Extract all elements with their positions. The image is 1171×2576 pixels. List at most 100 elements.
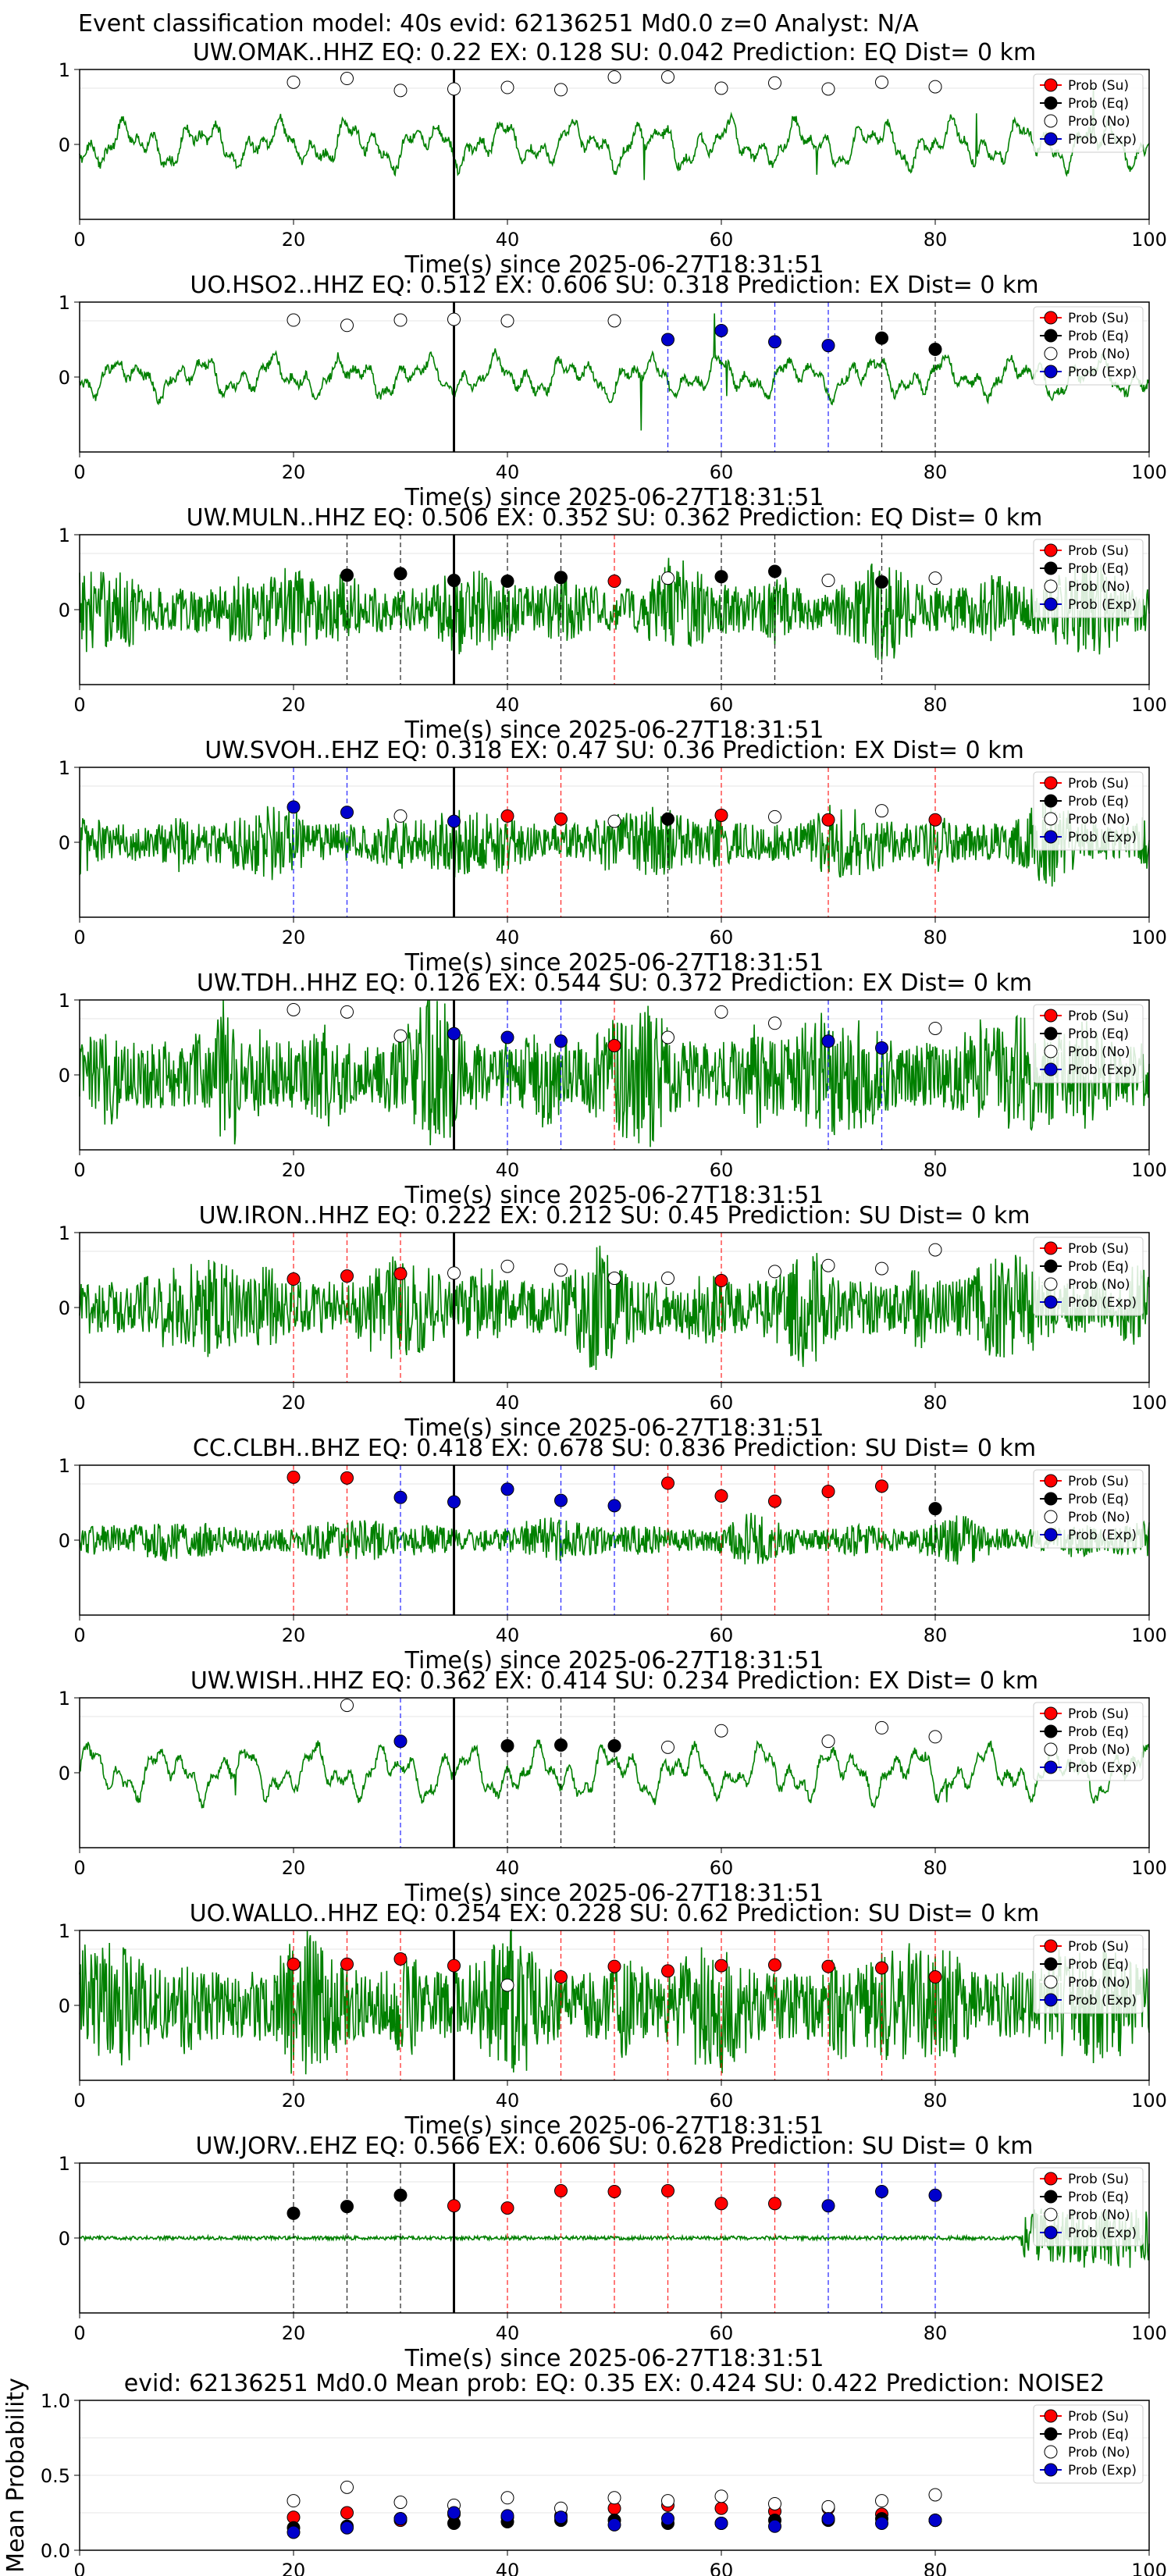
x-tick-label: 60 <box>710 1159 734 1181</box>
waveform-trace <box>79 799 1150 887</box>
legend-marker <box>1044 1277 1058 1291</box>
legend-marker <box>1044 1492 1058 1506</box>
window-prob-point <box>875 2184 888 2198</box>
x-tick-label: 0 <box>73 461 85 483</box>
mean-prob-point <box>287 2494 301 2508</box>
waveform-trace <box>79 313 1150 431</box>
window-prob-point <box>928 1021 942 1035</box>
x-tick-label: 0 <box>73 1392 85 1414</box>
window-prob-point <box>928 813 942 827</box>
window-prob-point <box>393 809 408 823</box>
chart-panel: UW.TDH..HHZ EQ: 0.126 EX: 0.544 SU: 0.37… <box>59 970 1167 1209</box>
x-tick-label: 100 <box>1131 229 1167 251</box>
window-prob-point <box>928 342 942 356</box>
legend-marker <box>1044 114 1058 128</box>
window-prob-point <box>607 70 621 84</box>
y-tick-label: 1 <box>59 990 70 1012</box>
x-tick-label: 0 <box>73 1624 85 1646</box>
window-prob-point <box>393 1267 408 1281</box>
chart-title: UW.JORV..EHZ EQ: 0.566 EX: 0.606 SU: 0.6… <box>196 2133 1034 2160</box>
x-tick-label: 80 <box>924 1159 948 1181</box>
window-prob-point <box>768 2197 781 2211</box>
x-tick-label: 80 <box>924 229 948 251</box>
legend-marker <box>1044 347 1058 361</box>
legend-marker <box>1044 2427 1058 2441</box>
window-prob-point <box>500 80 514 94</box>
x-tick-label: 100 <box>1131 2560 1167 2576</box>
x-tick-label: 100 <box>1131 927 1167 948</box>
x-tick-label: 100 <box>1131 1624 1167 1646</box>
window-prob-point <box>875 1961 888 1975</box>
x-tick-label: 20 <box>282 694 306 716</box>
window-prob-point <box>714 570 728 584</box>
legend-marker <box>1044 1026 1058 1041</box>
legend-marker <box>1044 1062 1058 1076</box>
y-tick-label: 1 <box>59 1688 70 1710</box>
mean-prob-point <box>768 2519 781 2533</box>
legend-label: Prob (Eq) <box>1068 561 1129 577</box>
mean-prob-point <box>287 2525 301 2539</box>
window-prob-point <box>928 1502 942 1516</box>
x-tick-label: 40 <box>496 694 520 716</box>
chart-panel: UW.IRON..HHZ EQ: 0.222 EX: 0.212 SU: 0.4… <box>59 1202 1167 1442</box>
window-prob-point <box>607 1738 621 1752</box>
mean-prob-point <box>500 2509 514 2523</box>
x-axis-label: Time(s) since 2025-06-27T18:31:51 <box>404 1647 824 1674</box>
x-tick-label: 60 <box>710 1624 734 1646</box>
x-tick-label: 40 <box>496 2090 520 2112</box>
legend-marker <box>1044 2463 1058 2477</box>
x-tick-label: 100 <box>1131 694 1167 716</box>
chart-title: UW.SVOH..EHZ EQ: 0.318 EX: 0.47 SU: 0.36… <box>205 737 1024 764</box>
legend-marker <box>1044 543 1058 557</box>
y-tick-label: 0 <box>59 367 70 389</box>
x-tick-label: 60 <box>710 1857 734 1879</box>
mean-prob-point <box>447 2506 461 2520</box>
x-tick-label: 40 <box>496 229 520 251</box>
window-prob-point <box>768 1958 781 1972</box>
legend-marker <box>1044 2409 1058 2423</box>
legend-marker <box>1044 1742 1058 1756</box>
window-prob-point <box>287 313 301 327</box>
y-tick-label: 1 <box>59 1920 70 1942</box>
legend-label: Prob (Su) <box>1068 1474 1129 1489</box>
mean-prob-point <box>554 2510 568 2524</box>
window-prob-point <box>393 1735 408 1749</box>
window-prob-point <box>607 814 621 828</box>
x-tick-label: 80 <box>924 1857 948 1879</box>
x-tick-label: 40 <box>496 927 520 948</box>
window-prob-point <box>661 812 674 826</box>
legend-label: Prob (Eq) <box>1068 96 1129 112</box>
window-prob-point <box>661 1964 674 1978</box>
x-axis-label: Time(s) since 2025-06-27T18:31:51 <box>404 1182 824 1209</box>
legend-box <box>1033 539 1144 618</box>
window-prob-point <box>928 2188 942 2202</box>
mean-prob-point <box>875 2494 888 2508</box>
x-tick-label: 60 <box>710 2090 734 2112</box>
legend-marker <box>1044 1760 1058 1774</box>
x-tick-label: 100 <box>1131 2322 1167 2344</box>
window-prob-point <box>287 800 301 814</box>
mean-prob-point <box>661 2494 674 2508</box>
y-tick-label: 0.5 <box>41 2465 70 2487</box>
legend-label: Prob (Eq) <box>1068 2190 1129 2205</box>
window-prob-point <box>875 575 888 589</box>
window-prob-point <box>447 574 461 588</box>
x-axis-label: Time(s) since 2025-06-27T18:31:51 <box>404 484 824 511</box>
window-prob-point <box>768 335 781 349</box>
y-tick-label: 0 <box>59 1763 70 1784</box>
window-prob-point <box>821 1735 835 1749</box>
plot-frame <box>79 2400 1150 2551</box>
x-tick-label: 100 <box>1131 1159 1167 1181</box>
legend-box <box>1033 306 1144 386</box>
legend-marker <box>1044 830 1058 844</box>
x-tick-label: 0 <box>73 229 85 251</box>
legend-label: Prob (No) <box>1068 1277 1130 1293</box>
legend-label: Prob (Exp) <box>1068 597 1137 613</box>
legend-box <box>1033 1004 1144 1083</box>
mean-prob-point <box>500 2491 514 2505</box>
y-tick-label: 0 <box>59 832 70 854</box>
chart-panel: UW.OMAK..HHZ EQ: 0.22 EX: 0.128 SU: 0.04… <box>59 39 1167 279</box>
window-prob-point <box>554 1263 568 1277</box>
legend-label: Prob (Su) <box>1068 1241 1129 1257</box>
mean-prob-point <box>714 2489 728 2503</box>
